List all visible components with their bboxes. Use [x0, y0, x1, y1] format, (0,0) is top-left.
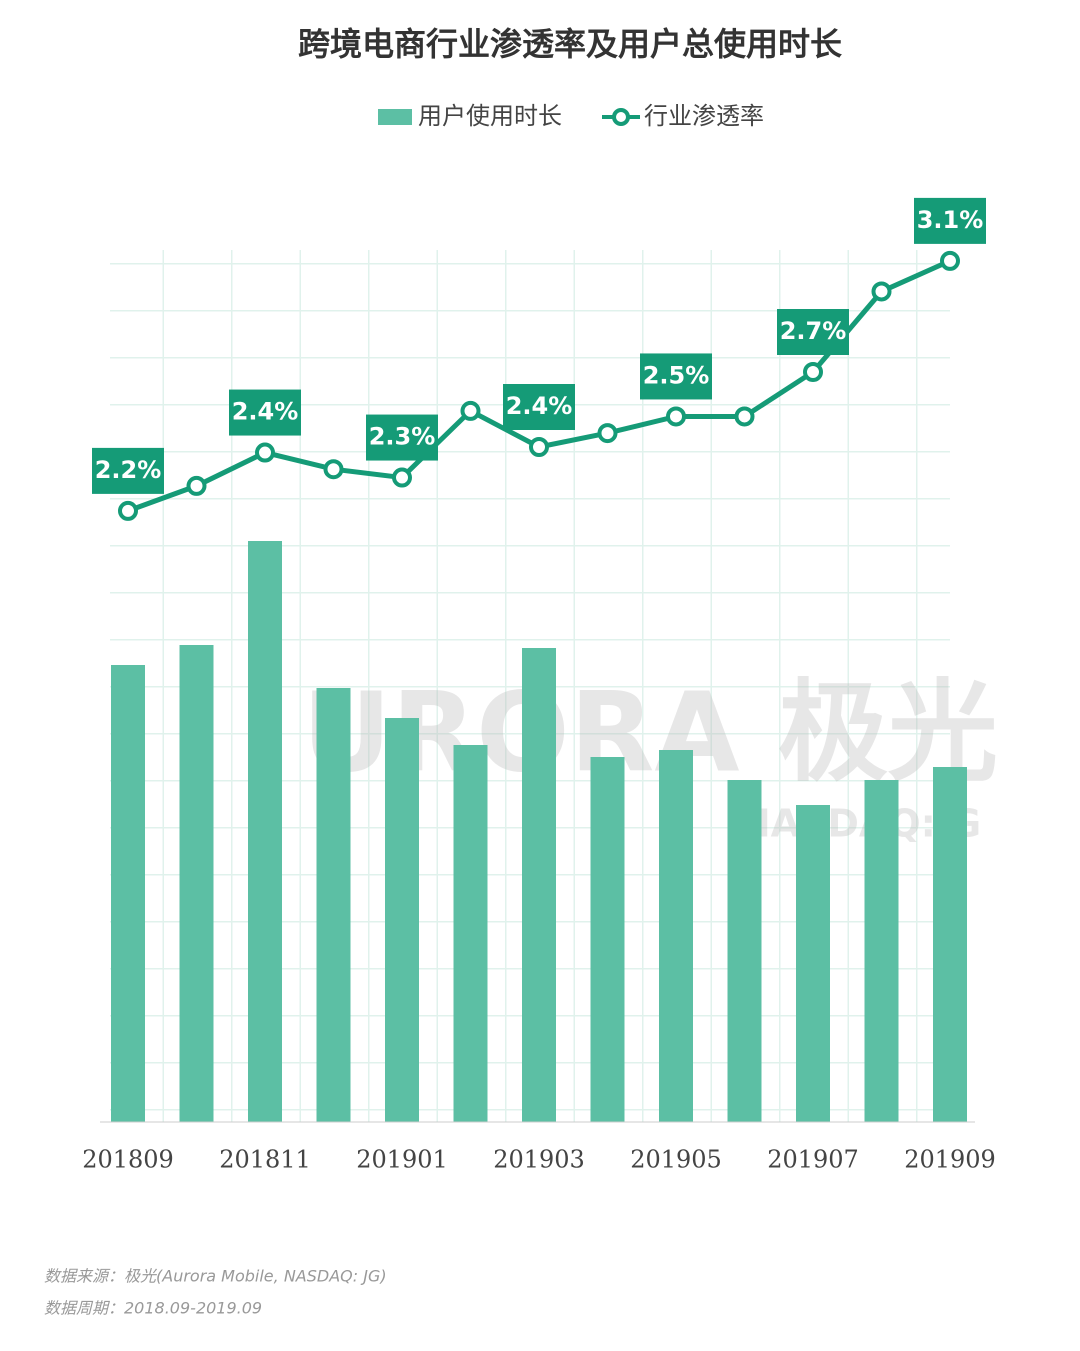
label-box [366, 414, 438, 461]
line-point [186, 475, 207, 496]
label-box [503, 384, 575, 430]
bar [522, 648, 556, 1122]
legend-label: 行业渗透率 [644, 102, 764, 130]
bar [796, 805, 830, 1122]
bar [864, 780, 899, 1122]
bar [248, 541, 282, 1122]
period-note: 数据周期：2018.09-2019.09 [44, 1299, 262, 1318]
line-point [940, 250, 960, 271]
legend-label: 用户使用时长 [418, 102, 562, 130]
x-tick-label: 201909 [904, 1146, 996, 1174]
line-point [597, 423, 618, 444]
line-point [734, 406, 755, 427]
bar [590, 757, 625, 1122]
x-tick-label: 201903 [493, 1146, 585, 1174]
line-point [529, 437, 549, 457]
chart-title: 跨境电商行业渗透率及用户总使用时长 [298, 25, 842, 63]
label-box [92, 447, 164, 494]
x-tick-label: 201901 [356, 1146, 448, 1174]
label-box [777, 309, 849, 355]
line-point [392, 467, 412, 488]
bar [179, 645, 214, 1122]
line-point [323, 459, 344, 480]
bar [727, 780, 762, 1122]
x-tick-label: 201905 [630, 1146, 722, 1174]
data-label: 3.1% [917, 206, 984, 234]
line-point [460, 400, 481, 421]
x-tick-label: 201809 [82, 1146, 174, 1174]
line-point [118, 500, 138, 521]
legend-swatch [378, 109, 412, 125]
bar [385, 718, 419, 1122]
bar [659, 750, 693, 1122]
label-box [640, 353, 712, 400]
line-point [803, 362, 823, 382]
source-note: 数据来源：极光(Aurora Mobile, NASDAQ: JG) [44, 1267, 387, 1286]
data-label: 2.4% [506, 392, 573, 420]
data-label: 2.5% [643, 361, 710, 389]
bar [111, 665, 145, 1122]
data-label: 2.2% [95, 456, 162, 484]
bar [453, 745, 488, 1122]
legend-swatch [612, 108, 630, 126]
x-tick-label: 201907 [767, 1146, 859, 1174]
label-box [229, 389, 301, 436]
label-box [914, 197, 986, 244]
data-label: 2.7% [780, 317, 847, 345]
line-point [255, 442, 275, 463]
bar [316, 688, 351, 1122]
data-label: 2.4% [232, 398, 299, 426]
line-point [666, 406, 686, 427]
line-point [871, 281, 892, 302]
x-tick-label: 201811 [219, 1146, 311, 1174]
bar [933, 767, 967, 1122]
data-label: 2.3% [369, 423, 436, 451]
